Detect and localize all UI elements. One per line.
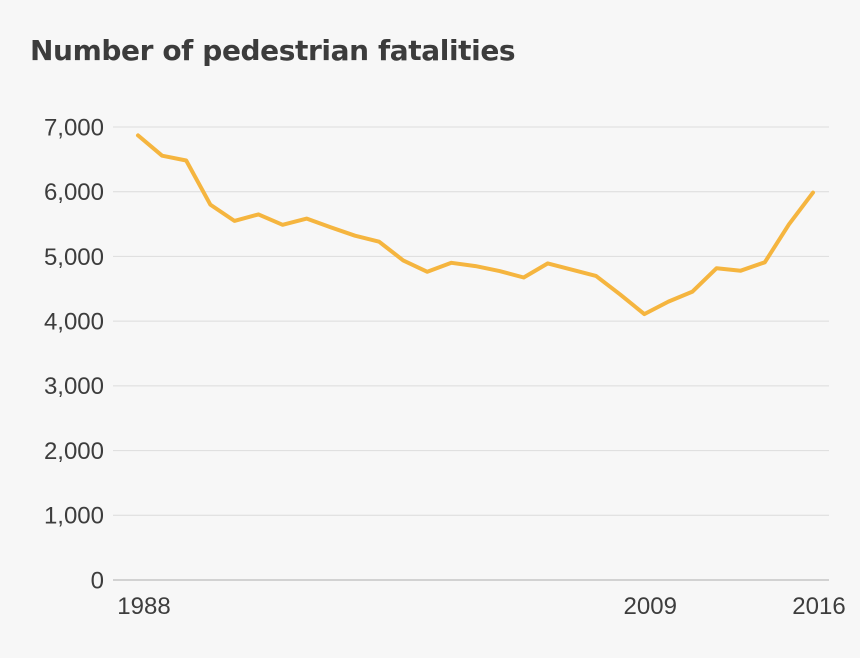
y-tick-label: 4,000 bbox=[44, 308, 104, 335]
x-tick-label: 2016 bbox=[792, 593, 845, 620]
x-tick-label: 2009 bbox=[624, 593, 677, 620]
y-tick-label: 1,000 bbox=[44, 503, 104, 530]
y-tick-label: 0 bbox=[91, 567, 104, 594]
y-tick-label: 2,000 bbox=[44, 438, 104, 465]
y-tick-label: 7,000 bbox=[44, 114, 104, 141]
y-tick-label: 5,000 bbox=[44, 244, 104, 271]
y-tick-label: 3,000 bbox=[44, 373, 104, 400]
chart-title: Number of pedestrian fatalities bbox=[30, 34, 516, 67]
x-tick-label: 1988 bbox=[117, 593, 170, 620]
y-tick-label: 6,000 bbox=[44, 179, 104, 206]
series-line-pedestrian-fatalities bbox=[136, 133, 815, 317]
